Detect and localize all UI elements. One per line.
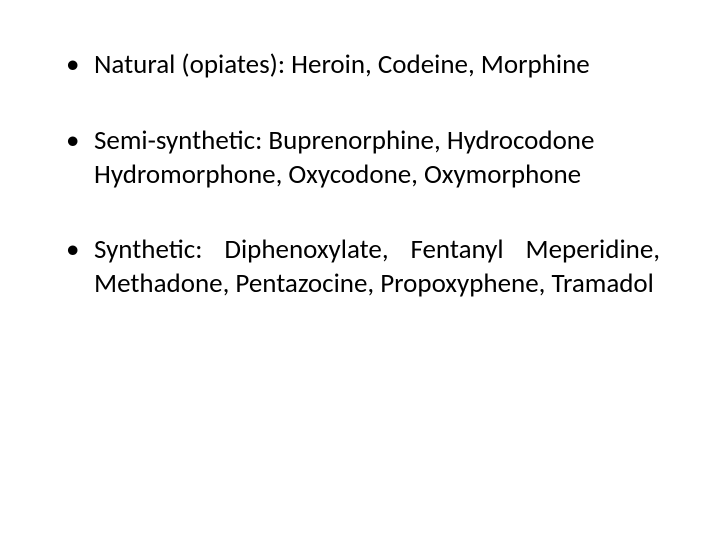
bullet-text: Natural (opiates): Heroin, Codeine, Morp… bbox=[94, 48, 590, 81]
list-item: Semi-synthetic: Buprenorphine, Hydrocodo… bbox=[60, 124, 660, 192]
bullet-text: Synthetic: Diphenoxylate, Fentanyl Meper… bbox=[94, 233, 660, 300]
bullet-list: Natural (opiates): Heroin, Codeine, Morp… bbox=[60, 48, 660, 301]
bullet-text: Semi-synthetic: Buprenorphine, Hydrocodo… bbox=[94, 124, 594, 191]
list-item: Synthetic: Diphenoxylate, Fentanyl Meper… bbox=[60, 233, 660, 301]
slide-body: Natural (opiates): Heroin, Codeine, Morp… bbox=[0, 0, 720, 540]
list-item: Natural (opiates): Heroin, Codeine, Morp… bbox=[60, 48, 660, 82]
